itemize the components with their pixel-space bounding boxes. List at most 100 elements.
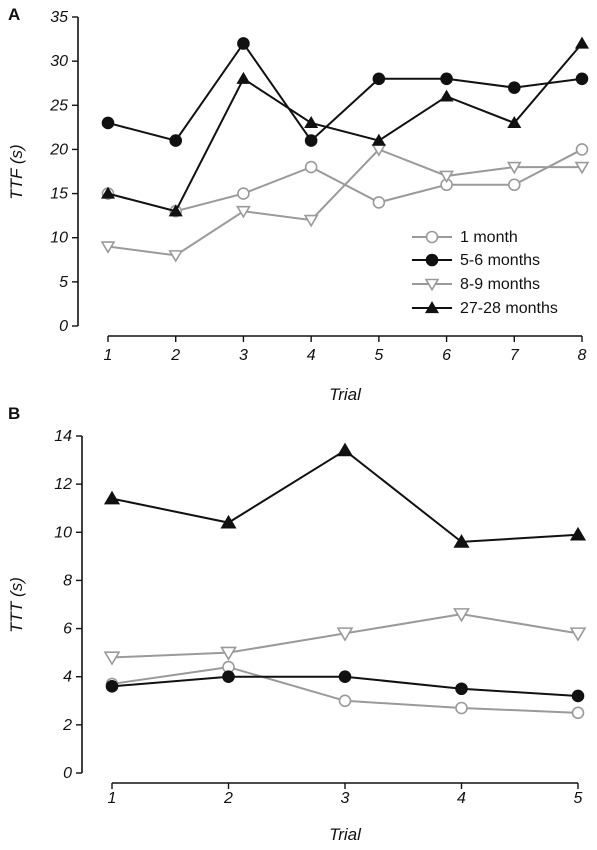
data-point — [336, 627, 354, 642]
y-tick-label: 0 — [59, 318, 68, 335]
data-point — [575, 143, 589, 156]
data-point — [574, 36, 590, 49]
data-point — [439, 170, 454, 184]
series-line — [107, 41, 583, 143]
legend-entry: 1 month — [460, 229, 518, 246]
y-axis-label: TTF (s) — [7, 144, 26, 199]
data-point — [574, 161, 590, 175]
x-axis-label: Trial — [329, 385, 362, 404]
panel-label: A — [8, 5, 20, 24]
panel-label: B — [8, 404, 20, 423]
data-point — [453, 534, 470, 548]
data-point — [455, 682, 468, 696]
data-point — [304, 160, 318, 174]
data-point — [168, 250, 184, 263]
y-tick-label: 15 — [50, 186, 68, 203]
x-tick-label: 3 — [239, 347, 248, 364]
data-point — [372, 72, 386, 86]
data-point — [236, 71, 251, 84]
data-point — [455, 701, 468, 715]
y-tick-label: 14 — [54, 428, 72, 445]
y-tick-label: 0 — [63, 765, 72, 782]
data-point — [571, 689, 585, 703]
data-point — [569, 526, 587, 541]
data-point — [222, 670, 235, 684]
x-tick-label: 2 — [170, 347, 180, 364]
y-axis-label: TTT (s) — [7, 577, 26, 633]
panel-a: A 0 5 10 15 20 25 30 35 1 2 3 4 5 6 7 8 Trial TTF (s) 1 mon… — [7, 5, 590, 404]
x-tick-label: 4 — [457, 790, 466, 807]
data-point — [507, 178, 521, 192]
series-27-28-months — [100, 36, 590, 217]
series-line — [111, 449, 579, 543]
series-8-9-months — [100, 144, 590, 263]
y-tick-label: 25 — [49, 97, 68, 114]
data-point — [236, 205, 251, 219]
data-point — [304, 116, 319, 129]
data-point — [168, 204, 183, 217]
y-tick-label: 5 — [59, 274, 68, 291]
legend-marker — [424, 301, 440, 314]
y-tick-label: 8 — [63, 572, 72, 589]
legend-marker — [425, 230, 439, 244]
data-point — [101, 116, 115, 130]
y-tick-label: 35 — [50, 9, 68, 26]
x-tick-label: 4 — [307, 347, 316, 364]
x-axis-label: Trial — [329, 825, 362, 844]
data-point — [105, 680, 119, 693]
y-tick-label: 2 — [62, 717, 72, 734]
y-tick-label: 6 — [63, 621, 72, 638]
series-line — [107, 42, 583, 213]
data-point — [303, 214, 319, 228]
data-point — [220, 646, 237, 661]
data-point — [371, 133, 386, 146]
legend-marker — [424, 278, 440, 292]
series-8-9-months — [103, 608, 587, 666]
y-tick-label: 20 — [49, 141, 68, 158]
x-tick-label: 1 — [108, 790, 117, 807]
series-line — [107, 148, 582, 257]
x-tick-label: 1 — [104, 347, 113, 364]
legend: 1 month 5-6 months 8-9 months 27-28 months — [412, 229, 558, 317]
x-tick-label: 3 — [341, 790, 350, 807]
legend-entry: 5-6 months — [460, 252, 540, 269]
series-1-month — [105, 660, 585, 720]
x-tick-label: 5 — [374, 347, 383, 364]
data-point — [439, 89, 454, 102]
x-tick-label: 7 — [510, 347, 520, 364]
series-5-6-months — [101, 37, 589, 147]
legend-entry: 8-9 months — [460, 276, 540, 293]
data-point — [103, 490, 121, 505]
data-point — [571, 706, 585, 720]
x-tick-label: 5 — [574, 790, 583, 807]
data-point — [440, 72, 453, 86]
data-point — [506, 161, 522, 175]
legend-entry: 27-28 months — [460, 300, 558, 317]
data-point — [237, 187, 250, 200]
data-point — [336, 442, 354, 457]
y-tick-label: 10 — [54, 524, 72, 541]
data-point — [569, 627, 587, 642]
y-tick-label: 12 — [54, 476, 72, 493]
data-point — [304, 134, 318, 147]
series-27-28-months — [103, 442, 587, 548]
data-point — [220, 514, 237, 529]
x-tick-label: 8 — [578, 347, 587, 364]
y-tick-label: 30 — [50, 53, 68, 70]
series-5-6-months — [105, 670, 585, 703]
y-tick-label: 10 — [50, 230, 68, 247]
x-tick-label: 2 — [223, 790, 233, 807]
data-point — [575, 72, 589, 86]
data-point — [338, 670, 352, 684]
data-point — [507, 81, 521, 94]
data-point — [237, 37, 250, 50]
data-point — [338, 694, 352, 708]
data-point — [372, 196, 386, 209]
x-tick-label: 6 — [442, 347, 451, 364]
data-point — [100, 241, 116, 254]
data-point — [453, 608, 470, 623]
data-point — [100, 186, 116, 199]
data-point — [169, 134, 183, 147]
